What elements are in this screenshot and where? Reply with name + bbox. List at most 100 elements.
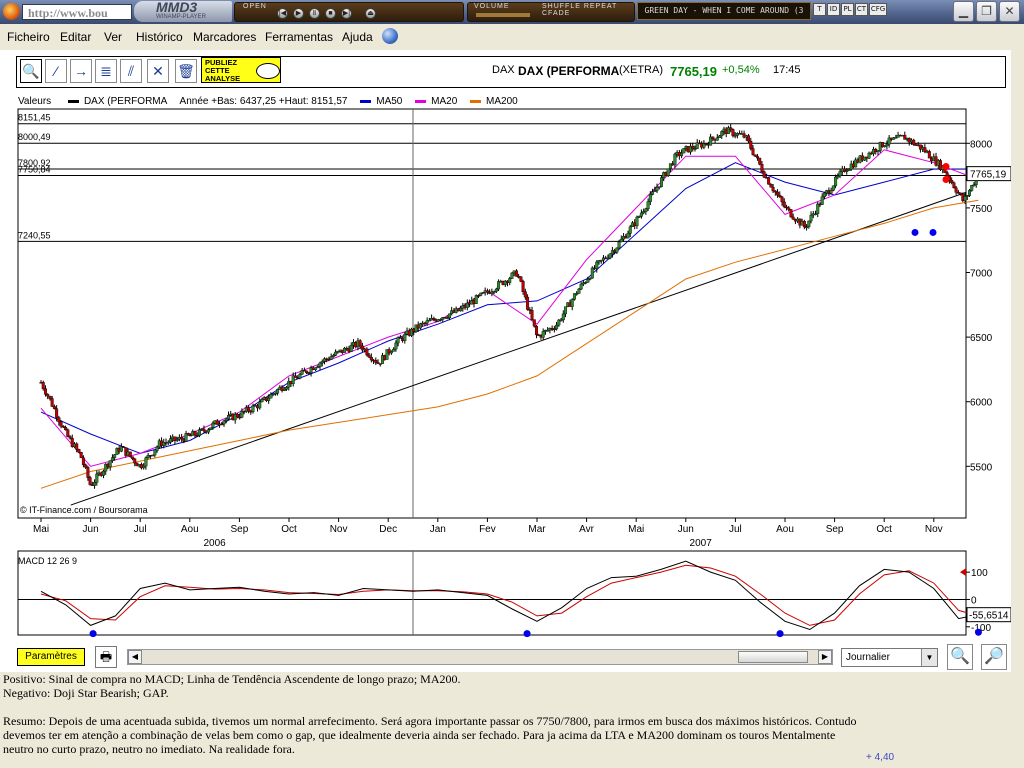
globe-icon[interactable]	[382, 28, 398, 44]
zoom-in-icon[interactable]: 🔎	[981, 644, 1007, 670]
menu-marcadores[interactable]: Marcadores	[193, 30, 257, 44]
fibonacci-tool-icon[interactable]: ≣	[95, 59, 117, 83]
legend-ma200-label: MA200	[486, 96, 518, 107]
play-icon[interactable]: ▶	[293, 8, 304, 19]
cross-tool-icon[interactable]: ✕	[147, 59, 169, 83]
candle-body	[175, 439, 179, 441]
scroll-thumb[interactable]	[738, 651, 808, 663]
candle-body	[128, 451, 132, 457]
y-tick-label: 7000	[970, 269, 993, 280]
period-select[interactable]: Journalier ▼	[841, 648, 938, 667]
menu-editar[interactable]: Editar	[60, 30, 92, 44]
macd-last-value-label: -55,6514	[969, 611, 1009, 622]
candle-body	[238, 416, 242, 419]
candle-body	[689, 145, 693, 153]
candle-body	[476, 295, 480, 297]
player-mini-button-id[interactable]: ID	[827, 3, 840, 16]
candle-body	[358, 340, 362, 347]
volume-block: VOLUME SHUFFLE REPEAT CFADE	[467, 2, 635, 22]
candle-body	[93, 482, 97, 486]
trash-icon[interactable]: 🗑	[175, 59, 197, 83]
candle-body	[782, 201, 786, 208]
candle-body	[751, 148, 755, 155]
menu-ver[interactable]: Ver	[104, 30, 123, 44]
candle-body	[113, 454, 117, 458]
minimize-icon[interactable]: ▁	[953, 1, 974, 22]
player-mini-button-cfg[interactable]: CFG	[869, 3, 887, 16]
url-field[interactable]: http://www.bou	[22, 4, 132, 20]
candle-body	[586, 279, 590, 283]
close-icon[interactable]: ✕	[999, 1, 1020, 22]
candle-body	[474, 295, 478, 304]
candle-body	[726, 127, 730, 134]
player-mini-button-t[interactable]: T	[813, 3, 826, 16]
pause-icon[interactable]: Ⅱ	[309, 8, 320, 19]
publish-analysis-banner[interactable]: PUBLIEZ CETTE ANALYSE	[201, 57, 281, 83]
candle-body	[541, 331, 545, 338]
chevron-down-icon[interactable]: ▼	[921, 649, 937, 666]
candle-body	[863, 156, 867, 161]
next-icon[interactable]: ▶|	[341, 8, 352, 19]
player-mini-button-pl[interactable]: PL	[841, 3, 854, 16]
x-tick-label: Mai	[628, 524, 644, 535]
candle-body	[258, 401, 262, 409]
candle-body	[657, 186, 661, 188]
trend-channel-tool-icon[interactable]: ⫽	[120, 59, 142, 83]
candle-body	[805, 226, 809, 229]
vertical-scrollbar[interactable]	[1011, 50, 1024, 768]
restore-icon[interactable]: ❐	[976, 1, 997, 22]
candle-body	[838, 171, 842, 177]
candle-body	[938, 160, 942, 171]
reference-line-label: 7750,84	[18, 164, 51, 174]
menu-ficheiro[interactable]: Ficheiro	[7, 30, 50, 44]
legend-ma50-swatch	[360, 99, 372, 103]
candle-body	[588, 277, 592, 280]
candle-body	[285, 386, 289, 390]
candle-body	[758, 157, 762, 165]
candle-body	[693, 148, 697, 150]
zoom-tool-icon[interactable]: 🔍	[20, 59, 42, 83]
candle-body	[273, 392, 277, 395]
candle-body	[240, 410, 244, 418]
line-tool-icon[interactable]: ⁄	[45, 59, 67, 83]
macd-buy-marker	[523, 630, 531, 638]
last-price-tag	[966, 166, 1011, 182]
chart-horizontal-scrollbar[interactable]: ◀ ▶	[127, 649, 833, 665]
scroll-left-icon[interactable]: ◀	[128, 650, 142, 664]
scroll-right-icon[interactable]: ▶	[818, 650, 832, 664]
player-mini-button-ct[interactable]: CT	[855, 3, 868, 16]
candle-body	[572, 293, 576, 300]
candle-body	[702, 143, 706, 148]
reference-line-label: 8000,49	[18, 132, 51, 142]
candle-body	[392, 348, 396, 352]
quote-name: DAX (PERFORMA	[518, 64, 620, 78]
macd-buy-marker	[89, 630, 97, 638]
candle-body	[367, 354, 371, 358]
print-icon[interactable]: 🖶	[95, 646, 117, 668]
candle-body	[55, 408, 59, 418]
prev-icon[interactable]: |◀	[277, 8, 288, 19]
legend-ma20-label: MA20	[431, 96, 458, 107]
candle-body	[389, 351, 393, 354]
candle-body	[186, 433, 190, 436]
candle-body	[343, 347, 347, 353]
parametres-button[interactable]: Paramètres	[17, 648, 85, 666]
candle-body	[789, 209, 793, 218]
horizontal-line-tool-icon[interactable]: →	[70, 59, 92, 83]
menu-historico[interactable]: Histórico	[136, 30, 183, 44]
volume-slider[interactable]	[476, 13, 530, 17]
candle-body	[465, 302, 469, 308]
candle-body	[651, 191, 655, 195]
menu-ajuda[interactable]: Ajuda	[342, 30, 373, 44]
candle-body	[968, 190, 972, 196]
candle-body	[577, 288, 581, 294]
menu-ferramentas[interactable]: Ferramentas	[265, 30, 334, 44]
legend-valeurs: Valeurs	[18, 96, 52, 107]
stop-icon[interactable]: ■	[325, 8, 336, 19]
candle-body	[887, 137, 891, 145]
analysis-summary-line-3: neutro no curto prazo, neutro no imediat…	[3, 742, 295, 756]
macd-chart[interactable]: MACD 12 26 9 100 0 -100-55,6514	[0, 549, 1011, 641]
eject-icon[interactable]: ⏏	[365, 8, 376, 19]
zoom-out-icon[interactable]: 🔍	[947, 644, 973, 670]
